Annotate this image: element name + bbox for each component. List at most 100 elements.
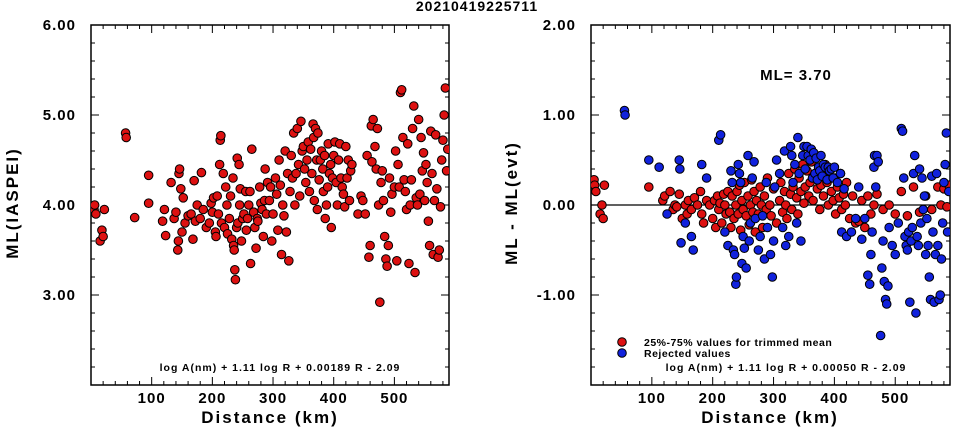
data-point-rejected <box>920 249 931 260</box>
data-point-accepted <box>847 191 858 201</box>
data-point-rejected <box>675 164 685 174</box>
data-point-rejected <box>768 236 779 246</box>
data-point-accepted <box>291 168 301 179</box>
data-point-accepted <box>326 222 337 233</box>
data-point-rejected <box>747 173 758 183</box>
data-point-accepted <box>597 200 607 210</box>
data-point-accepted <box>908 182 919 192</box>
data-point-accepted <box>264 195 275 206</box>
data-point-accepted <box>325 159 336 170</box>
data-point-accepted <box>890 209 901 219</box>
data-point-accepted <box>222 200 232 210</box>
data-point-accepted <box>273 225 283 235</box>
data-point-rejected <box>846 227 857 237</box>
data-point-accepted <box>430 130 441 140</box>
data-point-rejected <box>686 231 697 242</box>
data-point-accepted <box>195 213 206 224</box>
data-point-rejected <box>762 222 773 233</box>
data-point-rejected <box>771 155 782 165</box>
data-point-accepted <box>376 177 386 188</box>
data-point-rejected <box>867 227 877 237</box>
legend-label-rejected: Rejected values <box>644 348 731 360</box>
data-point-accepted <box>294 191 305 201</box>
data-point-accepted <box>808 195 818 206</box>
data-point-accepted <box>189 175 199 186</box>
left-yaxis-title: ML(IASPEI) <box>3 147 22 259</box>
data-point-accepted <box>121 132 131 143</box>
data-point-rejected <box>935 290 946 300</box>
data-point-accepted <box>98 231 108 242</box>
data-point-accepted <box>840 200 851 210</box>
data-point-rejected <box>788 177 798 188</box>
data-point-accepted <box>186 209 196 219</box>
data-point-accepted <box>211 231 221 242</box>
data-point-rejected <box>765 249 776 260</box>
data-point-rejected <box>701 173 712 183</box>
data-point-accepted <box>378 195 389 206</box>
data-point-accepted <box>267 236 277 246</box>
data-point-accepted <box>439 110 449 120</box>
data-point-rejected <box>739 243 750 253</box>
data-point-rejected <box>662 209 672 219</box>
data-point-accepted <box>253 216 263 226</box>
data-point-rejected <box>898 173 909 183</box>
legend: 25%-75% values for trimmed mean Rejected… <box>617 337 832 360</box>
data-point-rejected <box>791 218 802 228</box>
data-point-rejected <box>917 173 927 183</box>
x-tick-label: 200 <box>198 390 226 407</box>
data-point-rejected <box>688 245 699 255</box>
y-tick-label: 0.00 <box>543 197 576 214</box>
data-point-rejected <box>680 218 691 228</box>
data-point-accepted <box>241 225 252 235</box>
data-point-accepted <box>305 144 316 154</box>
data-point-rejected <box>918 204 929 215</box>
data-point-accepted <box>314 175 324 185</box>
data-point-accepted <box>410 267 420 278</box>
data-point-accepted <box>358 195 368 206</box>
data-point-accepted <box>236 236 247 246</box>
data-point-accepted <box>392 256 402 266</box>
data-point-rejected <box>853 182 864 192</box>
data-point-accepted <box>766 211 776 221</box>
data-point-accepted <box>422 177 432 188</box>
data-point-accepted <box>204 218 215 228</box>
data-point-accepted <box>317 164 328 174</box>
data-point-accepted <box>419 195 430 206</box>
data-point-accepted <box>665 186 675 197</box>
data-point-accepted <box>260 164 270 174</box>
data-point-accepted <box>246 144 257 154</box>
data-point-rejected <box>731 272 742 282</box>
data-point-rejected <box>864 279 875 290</box>
data-point-rejected <box>734 168 745 179</box>
data-point-rejected <box>790 159 800 170</box>
data-point-accepted <box>591 186 601 197</box>
data-point-accepted <box>814 204 825 215</box>
right-yaxis-title: ML - ML(evt) <box>502 141 521 265</box>
data-point-rejected <box>741 263 751 273</box>
data-point-accepted <box>177 227 187 237</box>
data-point-accepted <box>415 189 425 199</box>
data-point-rejected <box>877 263 887 273</box>
data-point-rejected <box>863 270 873 281</box>
data-point-rejected <box>793 132 803 143</box>
data-point-accepted <box>230 265 240 275</box>
data-point-accepted <box>333 155 344 165</box>
data-point-rejected <box>644 155 654 165</box>
data-point-accepted <box>367 157 377 167</box>
data-point-rejected <box>922 213 932 224</box>
data-point-accepted <box>644 182 654 192</box>
right-formula: log A(nm) + 1.11 log R + 0.00050 R - 2.0… <box>666 362 907 374</box>
data-point-accepted <box>421 159 431 170</box>
data-point-accepted <box>312 204 323 215</box>
data-point-rejected <box>654 162 664 172</box>
data-point-accepted <box>429 195 440 206</box>
data-point-accepted <box>400 186 411 197</box>
data-point-accepted <box>398 132 408 143</box>
data-point-accepted <box>896 186 907 197</box>
data-point-accepted <box>279 211 289 221</box>
data-point-accepted <box>360 209 371 219</box>
data-point-accepted <box>341 141 351 152</box>
x-tick-label: 400 <box>820 390 848 407</box>
data-point-accepted <box>234 200 245 210</box>
data-point-accepted <box>196 167 207 178</box>
